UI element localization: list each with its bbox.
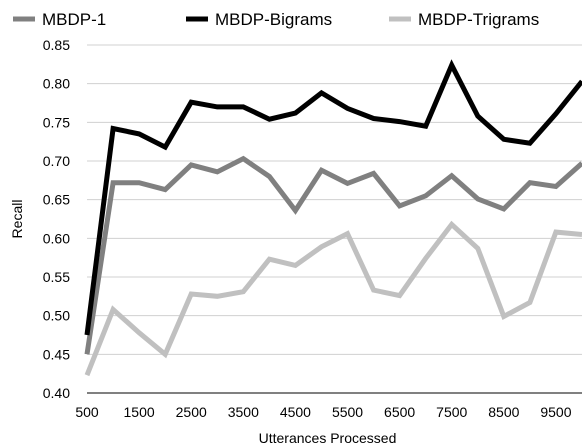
x-tick-label: 8500 xyxy=(488,404,519,420)
y-tick-label: 0.55 xyxy=(43,269,70,285)
x-tick-label: 9500 xyxy=(540,404,571,420)
y-tick-label: 0.70 xyxy=(43,153,70,169)
y-axis-title: Recall xyxy=(9,200,25,239)
legend-item: MBDP-1 xyxy=(13,10,106,29)
legend-label: MBDP-Trigrams xyxy=(418,10,539,29)
y-tick-label: 0.65 xyxy=(43,192,70,208)
x-axis-ticks: 500 1500 2500 3500 4500 5500 6500 7500 8500 9500 xyxy=(75,404,571,420)
x-tick-label: 5500 xyxy=(332,404,363,420)
legend-label: MBDP-1 xyxy=(42,10,106,29)
x-tick-label: 6500 xyxy=(384,404,415,420)
x-axis-title: Utterances Processed xyxy=(259,430,397,445)
y-axis-ticks: 0.40 0.45 0.50 0.55 0.60 0.65 0.70 0.75 0.80 0.85 xyxy=(43,37,70,401)
x-tick-label: 1500 xyxy=(124,404,155,420)
y-tick-label: 0.40 xyxy=(43,385,70,401)
legend-item: MBDP-Trigrams xyxy=(389,10,539,29)
legend-item: MBDP-Bigrams xyxy=(186,10,332,29)
x-tick-label: 3500 xyxy=(228,404,259,420)
y-tick-label: 0.85 xyxy=(43,37,70,53)
series-line-mbdp-trigrams xyxy=(84,220,582,377)
series-line-mbdp-bigrams xyxy=(84,59,582,336)
series-line-mbdp-1 xyxy=(84,155,582,355)
x-tick-label: 4500 xyxy=(280,404,311,420)
y-tick-label: 0.45 xyxy=(43,346,70,362)
y-tick-label: 0.75 xyxy=(43,114,70,130)
y-tick-label: 0.50 xyxy=(43,308,70,324)
series-lines xyxy=(84,59,582,377)
legend-label: MBDP-Bigrams xyxy=(215,10,332,29)
x-tick-label: 2500 xyxy=(176,404,207,420)
legend: MBDP-1 MBDP-Bigrams MBDP-Trigrams xyxy=(13,10,539,29)
y-tick-label: 0.80 xyxy=(43,76,70,92)
x-tick-label: 500 xyxy=(75,404,99,420)
x-tick-label: 7500 xyxy=(436,404,467,420)
y-tick-label: 0.60 xyxy=(43,230,70,246)
gridlines xyxy=(87,44,582,355)
